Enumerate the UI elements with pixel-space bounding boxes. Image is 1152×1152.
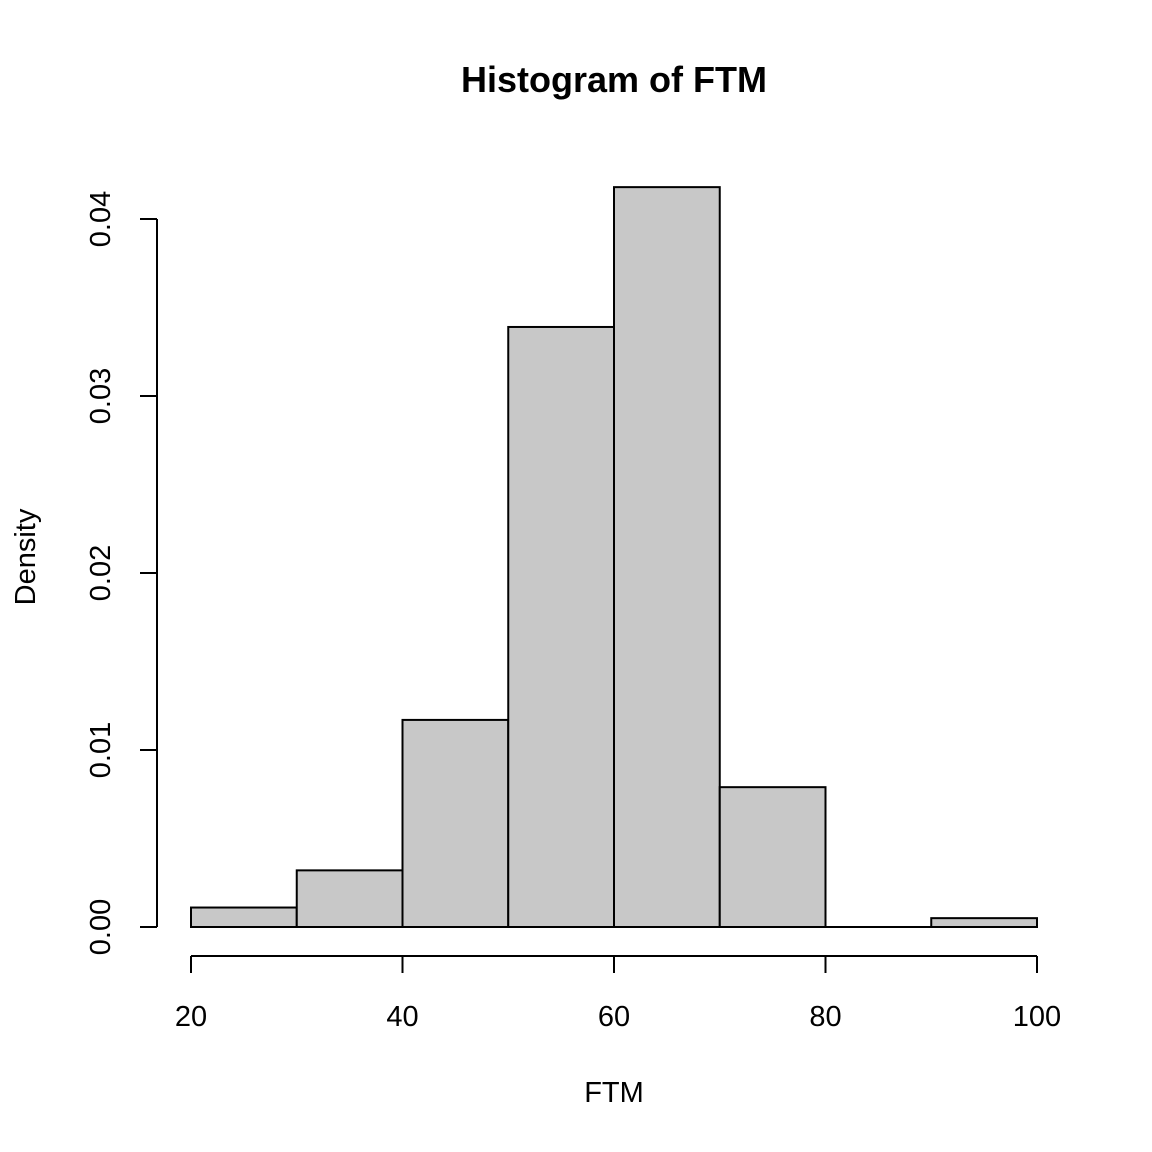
x-tick-label: 60 <box>598 1001 630 1033</box>
histogram-bar <box>613 186 721 928</box>
y-tick-label: 0.01 <box>85 722 117 778</box>
histogram-bar <box>295 869 404 928</box>
bars-group <box>190 186 1038 929</box>
y-tick-label: 0.03 <box>85 368 117 424</box>
histogram-bar <box>718 786 827 928</box>
histogram-bar <box>190 906 298 929</box>
y-tick-label: 0.04 <box>85 191 117 247</box>
x-tick-label: 80 <box>809 1001 841 1033</box>
x-tick-label: 100 <box>1013 1001 1061 1033</box>
histogram-bar <box>507 325 615 929</box>
x-tick-label: 20 <box>175 1001 207 1033</box>
histogram-bar <box>930 917 1038 929</box>
x-axis: 20 40 60 80 100 <box>175 955 1061 1033</box>
x-axis-label: FTM <box>584 1077 644 1109</box>
y-axis-label: Density <box>10 508 42 605</box>
chart-title: Histogram of FTM <box>461 59 767 100</box>
histogram-bar <box>401 718 510 928</box>
y-tick-label: 0.02 <box>85 545 117 601</box>
y-axis: 0.00 0.01 0.02 0.03 0.04 <box>85 191 158 955</box>
x-tick-label: 40 <box>386 1001 418 1033</box>
y-tick-label: 0.00 <box>85 899 117 955</box>
